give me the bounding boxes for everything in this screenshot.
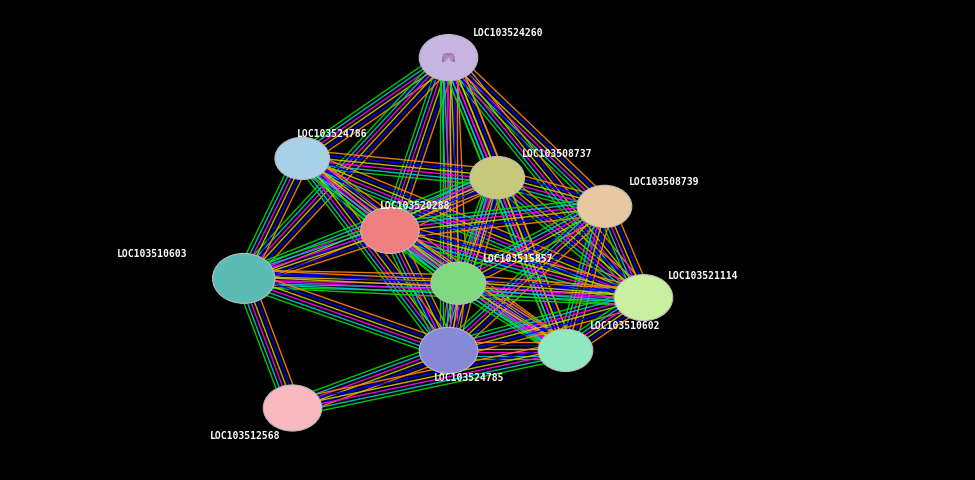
Ellipse shape	[538, 329, 593, 372]
Text: LOC103508739: LOC103508739	[629, 178, 699, 187]
Text: LOC103524785: LOC103524785	[434, 373, 504, 383]
Text: LOC103510602: LOC103510602	[590, 322, 660, 331]
Text: LOC103515857: LOC103515857	[483, 254, 553, 264]
Ellipse shape	[431, 262, 486, 304]
Ellipse shape	[419, 327, 478, 373]
Ellipse shape	[275, 137, 330, 180]
Text: LOC103521114: LOC103521114	[668, 271, 738, 281]
Ellipse shape	[361, 207, 419, 253]
Text: LOC103508737: LOC103508737	[522, 149, 592, 158]
Text: LOC103524260: LOC103524260	[473, 28, 543, 37]
Ellipse shape	[577, 185, 632, 228]
Ellipse shape	[419, 35, 478, 81]
Text: LOC103524786: LOC103524786	[297, 130, 368, 139]
Text: LOC103520288: LOC103520288	[380, 202, 450, 211]
Ellipse shape	[470, 156, 525, 199]
Text: LOC103510603: LOC103510603	[117, 250, 187, 259]
Text: LOC103512568: LOC103512568	[210, 431, 280, 441]
Ellipse shape	[263, 385, 322, 431]
Ellipse shape	[213, 253, 275, 303]
Ellipse shape	[614, 275, 673, 321]
